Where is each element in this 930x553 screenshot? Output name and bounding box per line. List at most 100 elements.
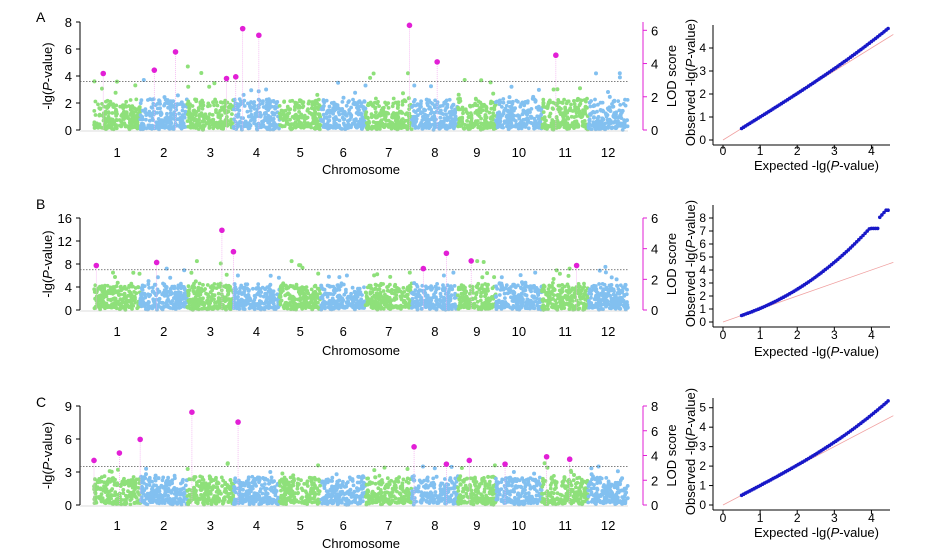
snp-point [344, 273, 349, 278]
snp-point [218, 305, 223, 310]
panel-label: B [36, 196, 45, 212]
snp-point [553, 306, 558, 311]
snp-point [292, 304, 297, 309]
snp-point [381, 108, 386, 113]
snp-point [601, 290, 605, 295]
snp-point [554, 115, 559, 119]
snp-point [317, 114, 322, 119]
snp-point [311, 116, 316, 120]
y-tick-label: 3 [65, 465, 72, 480]
snp-point [607, 105, 612, 110]
lod-peak-point [553, 52, 559, 59]
snp-point [351, 102, 356, 106]
snp-point [583, 111, 587, 116]
snp-point [119, 122, 124, 127]
snp-point [372, 100, 377, 105]
snp-point [296, 302, 301, 307]
chromosome-label: 1 [113, 324, 120, 339]
snp-point [121, 296, 126, 301]
snp-point [623, 103, 628, 108]
snp-point [547, 114, 552, 119]
snp-point [172, 284, 177, 289]
snp-point [212, 81, 217, 86]
snp-point [546, 100, 551, 105]
panel-label: C [36, 394, 46, 410]
snp-point [537, 120, 542, 125]
snp-point [229, 117, 234, 122]
snp-point [160, 301, 165, 305]
snp-point [95, 125, 100, 130]
snp-point [525, 120, 530, 124]
snp-point [356, 100, 361, 105]
snp-point [617, 75, 622, 80]
snp-point [459, 283, 464, 288]
snp-point [359, 101, 364, 105]
snp-point [621, 285, 625, 290]
snp-point [478, 100, 483, 105]
qq-y-tick-label: 0 [699, 133, 706, 147]
snp-point [203, 112, 208, 117]
snp-point [213, 124, 218, 128]
lod-axis-title: LOD score [664, 233, 679, 295]
snp-point [211, 307, 215, 311]
y-tick-label: 4 [65, 69, 72, 84]
snp-point [355, 105, 359, 110]
snp-point [603, 270, 608, 275]
snp-point [456, 107, 461, 112]
snp-point [578, 86, 582, 91]
snp-point [536, 87, 541, 92]
snp-point [412, 281, 417, 286]
snp-point [251, 101, 256, 106]
snp-point [396, 103, 401, 107]
snp-point [104, 99, 108, 104]
snp-point [327, 126, 332, 130]
snp-point [577, 111, 582, 116]
snp-point [143, 110, 148, 115]
snp-point [186, 293, 191, 298]
snp-point [318, 123, 323, 128]
snp-point [340, 100, 345, 104]
chromosome-label: 12 [601, 145, 615, 160]
snp-point [216, 296, 221, 300]
snp-point [381, 289, 386, 293]
snp-point [370, 298, 375, 303]
snp-point [381, 124, 386, 129]
lod-peak-point [100, 70, 107, 77]
y-tick-label: 0 [65, 498, 72, 513]
snp-point [527, 302, 532, 307]
snp-point [344, 287, 348, 292]
snp-point [353, 90, 358, 95]
y-tick-label: 8 [65, 15, 72, 30]
snp-point [518, 120, 523, 125]
snp-point [486, 125, 490, 130]
chromosome-label: 5 [297, 145, 304, 160]
snp-point [371, 120, 376, 124]
snp-point [591, 104, 596, 109]
snp-point [374, 115, 378, 120]
snp-point [589, 127, 594, 131]
snp-point [393, 124, 398, 129]
snp-point [441, 283, 445, 288]
snp-point [239, 298, 244, 303]
snp-point [167, 126, 172, 131]
snp-point [617, 302, 622, 306]
snp-point [400, 294, 405, 298]
snp-point [604, 285, 609, 290]
snp-point [175, 102, 180, 106]
snp-point [231, 107, 236, 112]
snp-point [227, 104, 232, 109]
snp-point [194, 259, 199, 264]
snp-point [168, 275, 173, 280]
snp-point [430, 286, 435, 291]
snp-point [190, 122, 195, 126]
snp-point [102, 301, 107, 305]
snp-point [425, 103, 430, 108]
qq-x-tick-label: 1 [757, 144, 764, 158]
snp-point [168, 120, 173, 124]
qq-y-tick-label: 7 [699, 224, 706, 238]
snp-point [450, 287, 455, 292]
snp-point [611, 287, 616, 292]
snp-point [107, 124, 112, 129]
snp-point [201, 103, 206, 108]
